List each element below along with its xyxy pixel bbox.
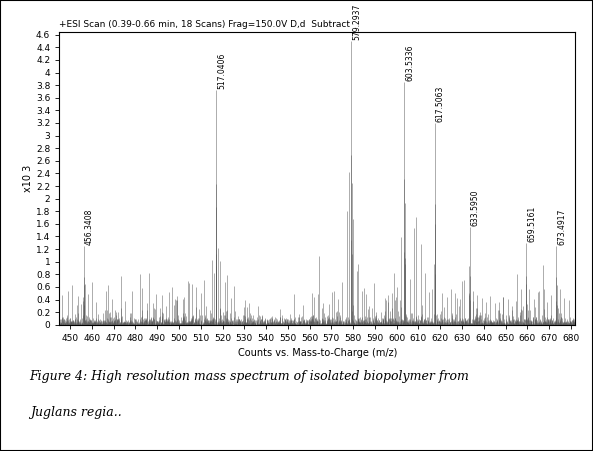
Text: 603.5336: 603.5336	[406, 44, 415, 81]
Text: 659.5161: 659.5161	[527, 205, 536, 241]
X-axis label: Counts vs. Mass-to-Charge (m/z): Counts vs. Mass-to-Charge (m/z)	[238, 348, 397, 358]
Text: Juglans regia..: Juglans regia..	[30, 406, 122, 419]
Y-axis label: x10 3: x10 3	[23, 165, 33, 192]
Text: 579.2937: 579.2937	[353, 4, 362, 40]
Text: Figure 4: High resolution mass spectrum of isolated biopolymer from: Figure 4: High resolution mass spectrum …	[30, 370, 470, 383]
Text: 517.0406: 517.0406	[217, 53, 226, 89]
Text: 673.4917: 673.4917	[558, 208, 567, 244]
Text: 617.5063: 617.5063	[436, 85, 445, 122]
Text: 633.5950: 633.5950	[471, 189, 480, 226]
Text: 456.3408: 456.3408	[85, 208, 94, 244]
Text: +ESI Scan (0.39-0.66 min, 18 Scans) Frag=150.0V D,d  Subtract: +ESI Scan (0.39-0.66 min, 18 Scans) Frag…	[59, 20, 350, 29]
